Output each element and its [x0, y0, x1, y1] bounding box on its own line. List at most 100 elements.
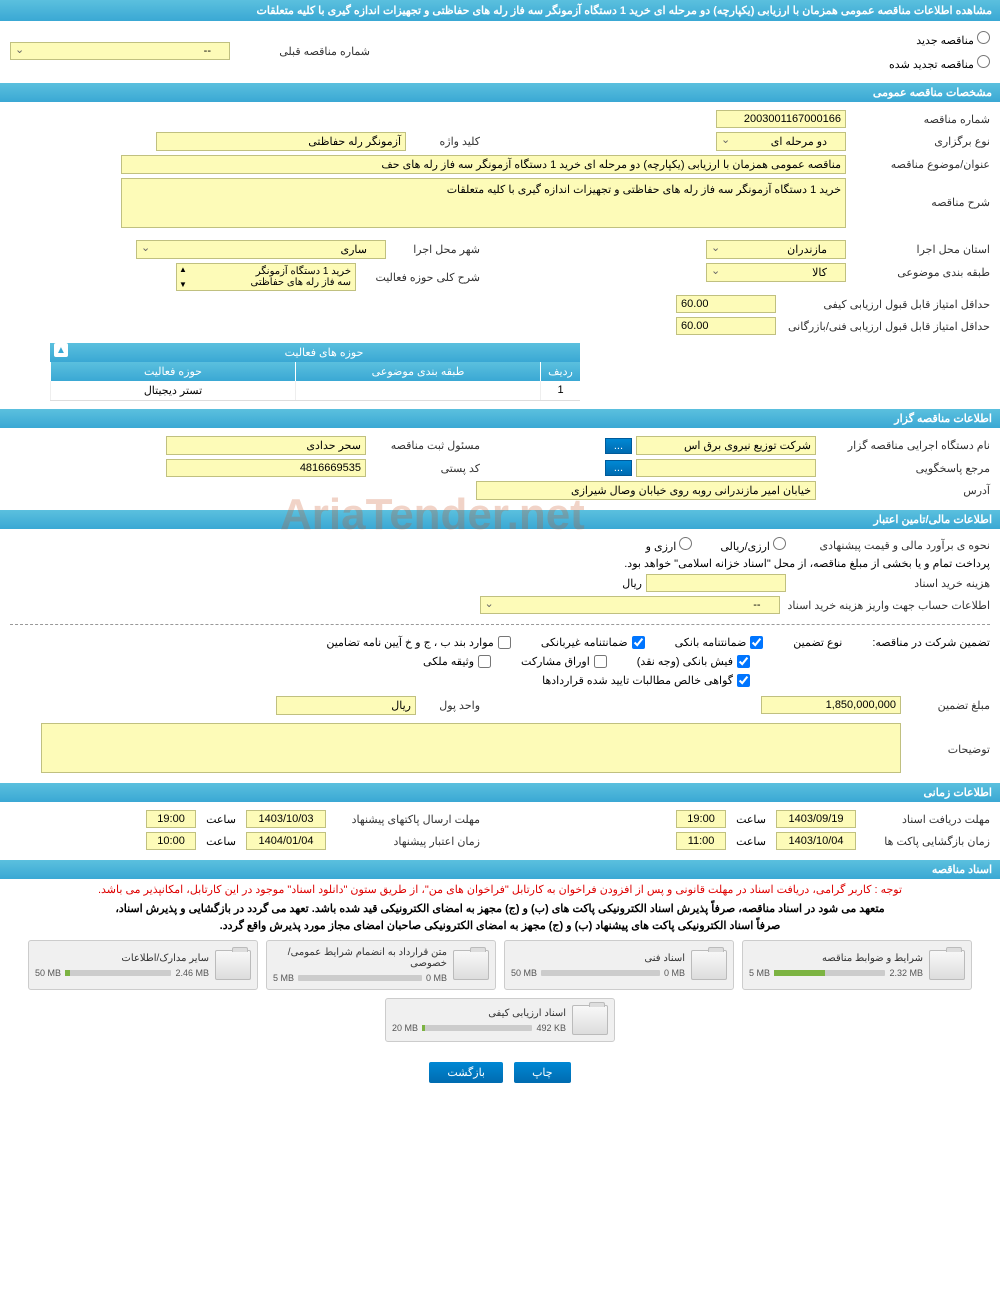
- section-time-title: اطلاعات زمانی: [0, 783, 1000, 802]
- file-info: متن قرارداد به انضمام شرایط عمومی/خصوصی5…: [273, 947, 447, 983]
- currency-rial-1: ریال: [622, 577, 642, 590]
- radio-fx-only-input[interactable]: [679, 537, 692, 550]
- address-label: آدرس: [820, 484, 990, 497]
- file-title: متن قرارداد به انضمام شرایط عمومی/خصوصی: [273, 947, 447, 969]
- folder-icon: [215, 950, 251, 980]
- file-card[interactable]: اسناد ارزیابی کیفی20 MB492 KB: [385, 998, 615, 1042]
- notes-label: توضیحات: [905, 723, 990, 756]
- description-label: شرح مناقصه: [850, 178, 990, 209]
- docs-note-2: متعهد می شود در اسناد مناقصه، صرفاً پذیر…: [0, 900, 1000, 917]
- file-meta: 5 MB2.32 MB: [749, 968, 923, 978]
- purchase-cost-label: هزینه خرید اسناد: [790, 577, 990, 590]
- treasury-note: پرداخت تمام و یا بخشی از مبلغ مناقصه، از…: [10, 555, 990, 572]
- postal-code-value: 4816669535: [166, 459, 366, 477]
- proposal-deadline-date: 1403/10/03: [246, 810, 326, 828]
- file-progress: [65, 970, 171, 976]
- radio-new-tender-input[interactable]: [977, 31, 990, 44]
- chk-bank-receipt[interactable]: فیش بانکی (وجه نقد): [637, 655, 750, 668]
- min-tech-label: حداقل امتیاز قابل قبول ارزیابی فنی/بازرگ…: [780, 320, 990, 333]
- section-docs-body: توجه : کاربر گرامی، دریافت اسناد در مهلت…: [0, 879, 1000, 1048]
- chk-bank-guarantee[interactable]: ضمانتنامه بانکی: [675, 636, 764, 649]
- chk-nonbank-guarantee[interactable]: ضمانتنامه غیربانکی: [541, 636, 645, 649]
- file-meta: 20 MB492 KB: [392, 1023, 566, 1033]
- category-label: طبقه بندی موضوعی: [850, 266, 990, 279]
- response-ref-label: مرجع پاسخگویی: [820, 462, 990, 475]
- chk-receivables-input[interactable]: [737, 674, 750, 687]
- holding-type-dropdown[interactable]: دو مرحله ای: [716, 132, 846, 151]
- chk-property[interactable]: وثیقه ملکی: [423, 655, 491, 668]
- print-button[interactable]: چاپ: [514, 1062, 571, 1083]
- doc-deadline-date: 1403/09/19: [776, 810, 856, 828]
- chk-property-input[interactable]: [478, 655, 491, 668]
- radio-fx-only[interactable]: ارزی و: [646, 537, 693, 553]
- province-dropdown[interactable]: مازندران: [706, 240, 846, 259]
- org-name-label: نام دستگاه اجرایی مناقصه گزار: [820, 439, 990, 452]
- currency-unit-label: واحد پول: [420, 699, 480, 712]
- docs-note-1: توجه : کاربر گرامی، دریافت اسناد در مهلت…: [0, 879, 1000, 900]
- radio-new-tender[interactable]: مناقصه جدید: [916, 35, 990, 47]
- tender-number-value: 2003001167000166: [716, 110, 846, 128]
- city-dropdown[interactable]: ساری: [136, 240, 386, 259]
- description-value: خرید 1 دستگاه آزمونگر سه فاز رله های حفا…: [121, 178, 846, 228]
- radio-fx-rial[interactable]: ارزی/ریالی: [720, 537, 786, 553]
- chk-receivables-label: گواهی خالص مطالبات تایید شده قراردادها: [542, 674, 733, 687]
- file-card[interactable]: اسناد فنی50 MB0 MB: [504, 940, 734, 990]
- proposal-deadline-label: مهلت ارسال پاکتهای پیشنهاد: [330, 813, 480, 826]
- account-info-dropdown[interactable]: --: [480, 596, 780, 614]
- more-ref-button[interactable]: ...: [605, 460, 632, 476]
- folder-icon: [453, 950, 489, 980]
- radio-renewed-tender[interactable]: مناقصه تجدید شده: [889, 59, 990, 71]
- radio-fx-rial-label: ارزی/ریالی: [720, 541, 770, 553]
- file-title: سایر مدارک/اطلاعات: [35, 953, 209, 964]
- chk-bank-guarantee-input[interactable]: [750, 636, 763, 649]
- account-info-label: اطلاعات حساب جهت واریز هزینه خرید اسناد: [784, 599, 990, 612]
- file-card[interactable]: سایر مدارک/اطلاعات 50 MB2.46 MB: [28, 940, 258, 990]
- file-progress: [774, 970, 885, 976]
- category-dropdown[interactable]: کالا: [706, 263, 846, 282]
- time-label-1: ساعت: [736, 813, 766, 826]
- chk-articles[interactable]: موارد بند ب ، ج و خ آیین نامه تضامین: [326, 636, 510, 649]
- col-scope: حوزه فعالیت: [50, 362, 295, 381]
- file-used: 2.32 MB: [889, 968, 923, 978]
- province-label: استان محل اجرا: [850, 243, 990, 256]
- file-info: شرایط و ضوابط مناقصه5 MB2.32 MB: [749, 953, 923, 978]
- radio-fx-rial-input[interactable]: [773, 537, 786, 550]
- back-button[interactable]: بازگشت: [429, 1062, 503, 1083]
- city-label: شهر محل اجرا: [390, 243, 480, 256]
- tender-number-label: شماره مناقصه: [850, 113, 990, 126]
- radio-renewed-tender-input[interactable]: [977, 55, 990, 68]
- chk-bank-receipt-input[interactable]: [737, 655, 750, 668]
- file-total: 50 MB: [511, 968, 537, 978]
- divider: [10, 624, 990, 625]
- opening-label: زمان بازگشایی پاکت ها: [860, 835, 990, 848]
- cell-category: [295, 381, 540, 400]
- section-general-body: شماره مناقصه 2003001167000166 نوع برگزار…: [0, 102, 1000, 407]
- guarantee-prefix: تضمین شرکت در مناقصه:: [872, 636, 990, 649]
- currency-unit-value: ریال: [276, 696, 416, 715]
- purchase-cost-value: [646, 574, 786, 592]
- holding-type-label: نوع برگزاری: [850, 135, 990, 148]
- activity-table-title: حوزه های فعالیت: [68, 343, 580, 362]
- opening-time: 11:00: [676, 832, 726, 850]
- prev-number-dropdown[interactable]: --: [10, 42, 230, 60]
- chk-receivables[interactable]: گواهی خالص مطالبات تایید شده قراردادها: [542, 674, 750, 687]
- chk-securities-label: اوراق مشارکت: [521, 655, 590, 668]
- file-card[interactable]: متن قرارداد به انضمام شرایط عمومی/خصوصی5…: [266, 940, 496, 990]
- more-org-button[interactable]: ...: [605, 438, 632, 454]
- guarantee-amount-label: مبلغ تضمین: [905, 699, 990, 712]
- chk-securities-input[interactable]: [594, 655, 607, 668]
- file-card[interactable]: شرایط و ضوابط مناقصه5 MB2.32 MB: [742, 940, 972, 990]
- min-quality-label: حداقل امتیاز قابل قبول ارزیابی کیفی: [780, 298, 990, 311]
- collapse-icon[interactable]: ▲: [54, 343, 68, 357]
- min-quality-value: 60.00: [676, 295, 776, 313]
- file-meta: 50 MB2.46 MB: [35, 968, 209, 978]
- chk-nonbank-guarantee-input[interactable]: [632, 636, 645, 649]
- activity-scope-line2: سه فاز رله های حفاظتی: [251, 277, 352, 288]
- chk-bank-receipt-label: فیش بانکی (وجه نقد): [637, 655, 733, 668]
- scroll-up-icon[interactable]: ▲: [179, 265, 187, 274]
- file-info: سایر مدارک/اطلاعات 50 MB2.46 MB: [35, 953, 209, 978]
- scroll-down-icon[interactable]: ▼: [179, 280, 187, 289]
- prev-number-label: شماره مناقصه قبلی: [230, 45, 370, 58]
- chk-securities[interactable]: اوراق مشارکت: [521, 655, 607, 668]
- chk-articles-input[interactable]: [498, 636, 511, 649]
